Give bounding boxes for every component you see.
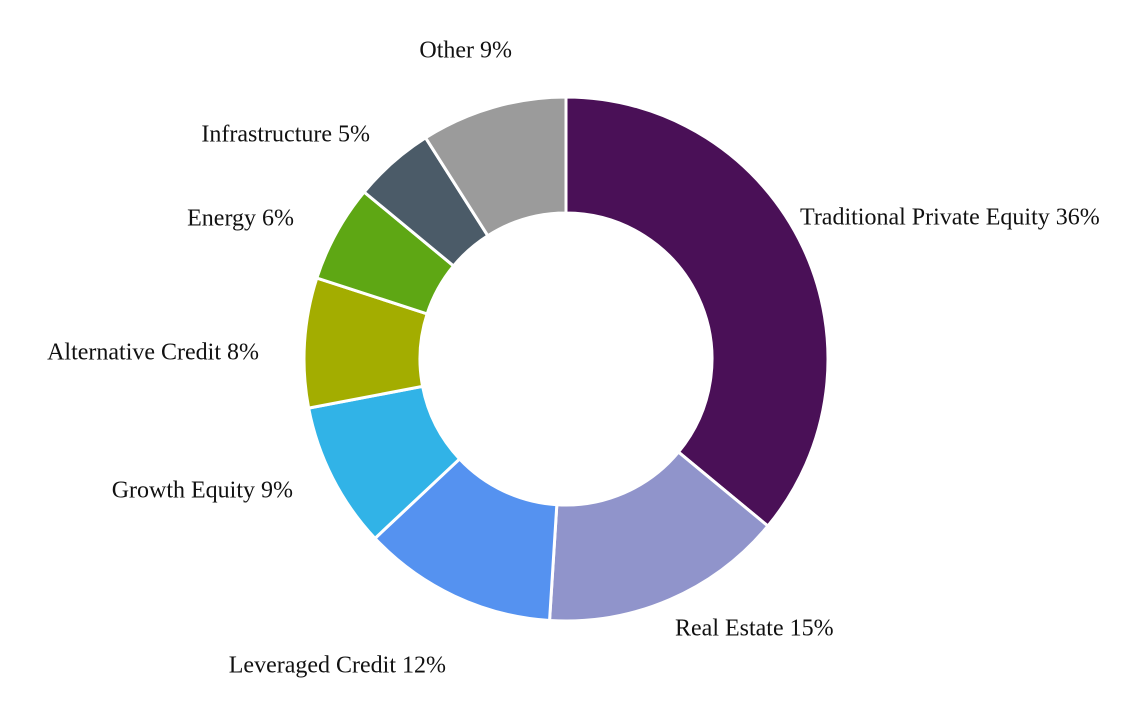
slice-label-leveraged-credit: Leveraged Credit 12% bbox=[229, 653, 446, 679]
slice-label-infrastructure: Infrastructure 5% bbox=[201, 122, 370, 148]
slice-label-energy: Energy 6% bbox=[187, 206, 294, 232]
slice-label-other: Other 9% bbox=[419, 38, 512, 64]
slice-label-alternative-credit: Alternative Credit 8% bbox=[47, 340, 259, 366]
donut-slices bbox=[302, 95, 830, 623]
slice-label-growth-equity: Growth Equity 9% bbox=[112, 478, 293, 504]
slice-label-traditional-private-equity: Traditional Private Equity 36% bbox=[800, 205, 1100, 231]
slice-labels: Traditional Private Equity 36% Real Estat… bbox=[47, 38, 1100, 679]
slice-traditional-private-equity bbox=[564, 95, 830, 529]
slice-other bbox=[423, 95, 568, 238]
slice-real-estate bbox=[547, 449, 770, 623]
slice-label-real-estate: Real Estate 15% bbox=[675, 616, 834, 642]
